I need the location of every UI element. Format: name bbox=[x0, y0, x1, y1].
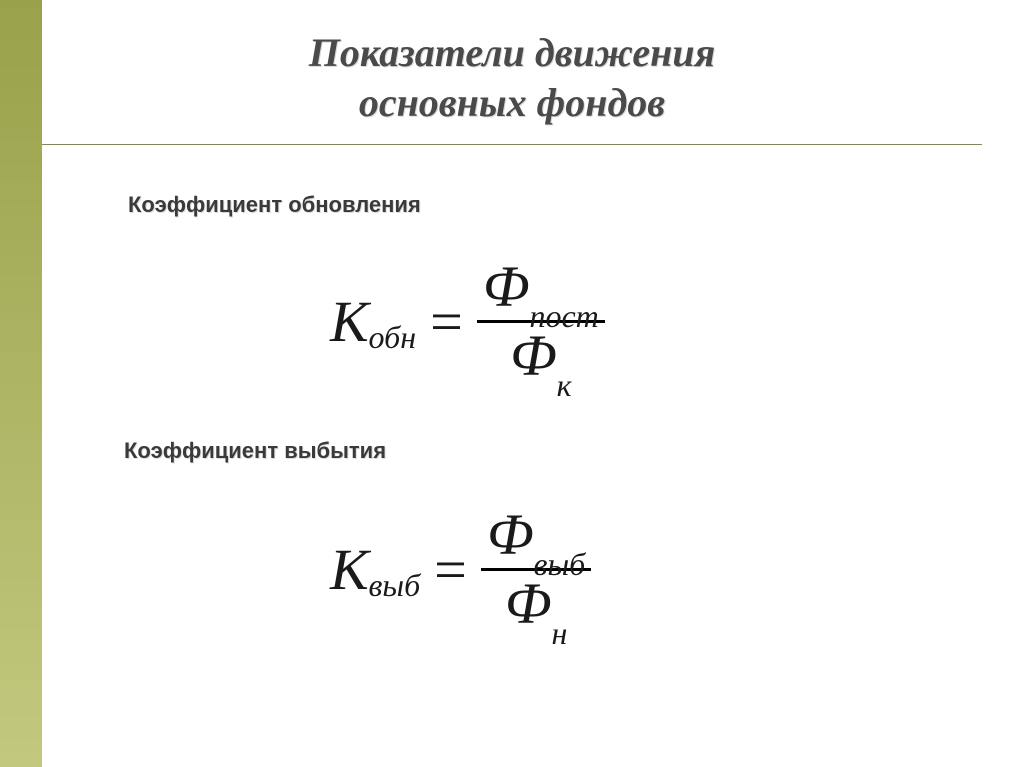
retire-fraction: Ф выб Ф н bbox=[481, 506, 591, 633]
retire-denominator-subscript: н bbox=[551, 617, 567, 649]
label-retirement-coefficient: Коэффициент выбытия bbox=[124, 438, 386, 464]
equals-sign: = bbox=[416, 288, 477, 355]
retire-K: К bbox=[330, 536, 369, 603]
retire-numerator-subscript: выб bbox=[534, 548, 586, 580]
title-line-1: Показатели движения bbox=[60, 28, 964, 78]
equals-sign: = bbox=[420, 536, 481, 603]
renewal-K: К bbox=[330, 288, 369, 355]
retire-numerator-sym: Ф bbox=[487, 506, 534, 564]
formula-renewal: К обн = Ф пост Ф к bbox=[330, 258, 605, 385]
retire-K-subscript: выб bbox=[369, 567, 421, 604]
label-renewal-coefficient: Коэффициент обновления bbox=[128, 192, 421, 218]
renewal-denominator-subscript: к bbox=[557, 369, 572, 401]
slide-title: Показатели движения основных фондов bbox=[0, 0, 1024, 128]
renewal-denominator-sym: Ф bbox=[510, 327, 557, 385]
renewal-K-subscript: обн bbox=[369, 319, 417, 356]
title-line-2: основных фондов bbox=[60, 78, 964, 128]
title-underline bbox=[42, 142, 982, 145]
slide: Показатели движения основных фондов Коэф… bbox=[0, 0, 1024, 767]
side-accent-stripe bbox=[0, 0, 42, 767]
renewal-numerator-sym: Ф bbox=[483, 258, 530, 316]
renewal-fraction: Ф пост Ф к bbox=[477, 258, 605, 385]
renewal-numerator-subscript: пост bbox=[529, 300, 598, 332]
retire-denominator-sym: Ф bbox=[505, 575, 552, 633]
formula-retire: К выб = Ф выб Ф н bbox=[330, 506, 591, 633]
